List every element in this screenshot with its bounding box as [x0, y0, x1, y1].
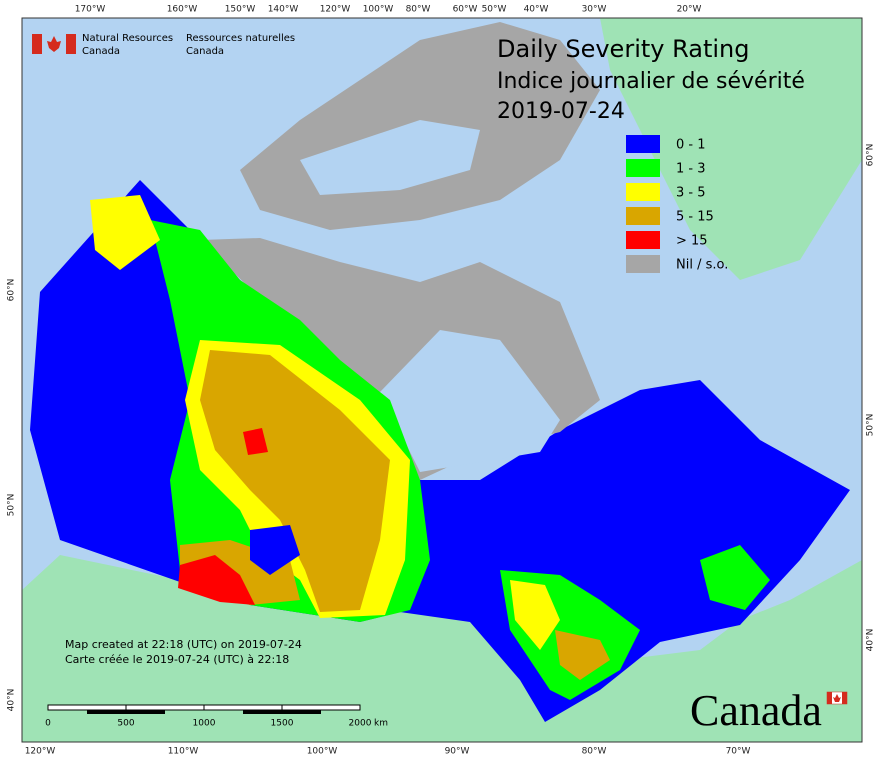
note: Carte créée le 2019-07-24 (UTC) à 22:18	[65, 653, 289, 666]
note: Map created at 22:18 (UTC) on 2019-07-24	[65, 638, 302, 651]
scale-segment	[243, 710, 282, 714]
graticule-label: 50°N	[866, 414, 876, 437]
legend-label: 3 - 5	[676, 186, 706, 201]
graticule-label: 30°W	[582, 5, 607, 15]
graticule-label: 100°W	[307, 747, 338, 757]
maple-leaf	[833, 694, 841, 702]
graticule-label: 50°W	[482, 5, 507, 15]
flag-bar	[66, 34, 76, 54]
scale-segment	[126, 710, 165, 714]
legend-label: Nil / s.o.	[676, 258, 728, 273]
scale-segment	[87, 710, 126, 714]
scale-segment	[125, 704, 205, 711]
scale-label: 2000	[349, 719, 372, 729]
greenland	[600, 18, 862, 280]
graticule-label: 170°W	[75, 5, 106, 15]
graticule-label: 60°W	[453, 5, 478, 15]
scale-label: 0	[45, 719, 51, 729]
maple-leaf	[47, 36, 61, 52]
legend-label: 0 - 1	[676, 138, 706, 153]
scale-label: 500	[117, 719, 134, 729]
graticule-label: 40°N	[7, 689, 17, 712]
graticule-label: 160°W	[167, 5, 198, 15]
flag-bar	[842, 692, 847, 704]
scale-segment	[281, 704, 361, 711]
graticule-label: 80°W	[406, 5, 431, 15]
graticule-label: 20°W	[677, 5, 702, 15]
blue-patch	[250, 525, 300, 575]
graticule-label: 150°W	[225, 5, 256, 15]
scale-segment	[282, 710, 321, 714]
legend-swatch	[626, 255, 660, 273]
wordmark-flag	[826, 691, 848, 705]
graticule-label: 60°N	[7, 279, 17, 302]
graticule: 170°W 160°W 150°W 140°W 120°W 100°W 80°W 60°W 50…	[7, 5, 876, 757]
title: Daily Severity Rating	[497, 35, 749, 63]
arctic-channel	[300, 120, 480, 195]
yukon-yellow	[90, 195, 160, 270]
maritimes-green	[700, 545, 770, 610]
graticule-label: 40°N	[866, 629, 876, 652]
scale-unit: km	[374, 719, 388, 729]
graticule-label: 120°W	[25, 747, 56, 757]
legend-swatch	[626, 159, 660, 177]
orange-zone	[200, 350, 390, 612]
graticule-label: 80°W	[582, 747, 607, 757]
legend-label: 1 - 3	[676, 162, 706, 177]
flag-bar	[32, 34, 42, 54]
graticule-label: 50°N	[7, 494, 17, 517]
scale-bar: 0 500 1000 1500 2000 km	[45, 704, 388, 729]
red-spot	[243, 428, 268, 455]
logo-text: Canada	[186, 46, 224, 57]
scale-segment	[203, 704, 283, 711]
graticule-label: 110°W	[168, 747, 199, 757]
legend-swatch	[626, 135, 660, 153]
legend: 0 - 1 1 - 3 3 - 5 5 - 15 > 15 Nil / s.o.	[626, 135, 728, 273]
graticule-label: 120°W	[320, 5, 351, 15]
graticule-label: 100°W	[363, 5, 394, 15]
logo-text: Ressources naturelles	[186, 33, 295, 44]
graticule-label: 90°W	[445, 747, 470, 757]
ontario-yellow	[510, 580, 560, 650]
scale-segment	[47, 704, 127, 711]
legend-swatch	[626, 231, 660, 249]
ontario-orange	[555, 630, 610, 680]
graticule-label: 40°W	[524, 5, 549, 15]
hudson-bay	[380, 330, 560, 472]
title: Indice journalier de sévérité	[497, 69, 805, 94]
red-zone	[178, 555, 255, 605]
flag-bar	[827, 692, 832, 704]
graticule-label: 60°N	[866, 144, 876, 167]
logo-text: Canada	[82, 46, 120, 57]
logo: Natural Resources Canada Ressources natu…	[32, 33, 295, 57]
scale-label: 1500	[271, 719, 294, 729]
graticule-label: 70°W	[726, 747, 751, 757]
graticule-label: 140°W	[268, 5, 299, 15]
map-shapes	[22, 18, 862, 742]
logo-text: Natural Resources	[82, 33, 173, 44]
scale-label: 1000	[193, 719, 216, 729]
legend-label: 5 - 15	[676, 210, 714, 225]
legend-label: > 15	[676, 234, 708, 249]
title: 2019-07-24	[497, 99, 625, 124]
wordmark: Canada	[690, 686, 822, 735]
legend-swatch	[626, 183, 660, 201]
map-border	[21, 17, 863, 743]
legend-swatch	[626, 207, 660, 225]
